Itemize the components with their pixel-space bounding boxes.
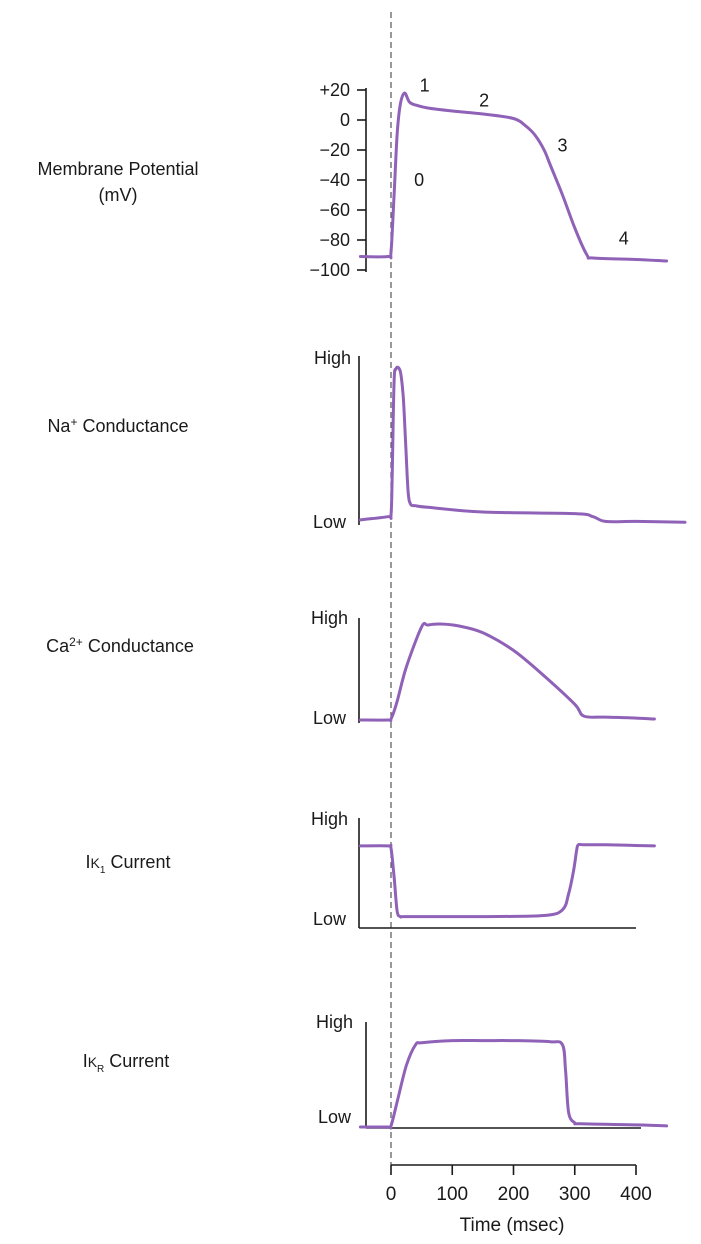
time-axis: 0 100 200 300 400 Time (msec) [386, 1164, 652, 1236]
ca-conductance-label: Ca2+ Conductance [46, 635, 194, 656]
phase-label: 1 [420, 76, 430, 96]
membrane-y-tick-label: −80 [319, 230, 350, 250]
ik1-high-label: High [311, 809, 348, 829]
ikr-high-label: High [316, 1012, 353, 1032]
time-axis-tick-label: 100 [436, 1184, 468, 1205]
membrane-y-tick-label: +20 [319, 80, 350, 100]
na-high-label: High [314, 348, 351, 368]
panel-na-conductance: Na+ Conductance High Low [47, 348, 687, 532]
time-axis-title: Time (msec) [460, 1215, 565, 1236]
time-axis-tick-label: 300 [559, 1184, 591, 1205]
panel-ikr-current: IKR Current High Low [83, 1012, 669, 1130]
time-axis-ticks: 0 100 200 300 400 [386, 1165, 652, 1205]
phase-label: 3 [557, 136, 567, 156]
panel-ik1-current: IK1 Current High Low [86, 809, 656, 929]
time-axis-tick-label: 400 [620, 1184, 652, 1205]
panel-membrane-potential: Membrane Potential (mV) +20 0 −20 −40 −60 −80… [37, 76, 669, 280]
ik1-label: IK1 Current [86, 852, 171, 876]
membrane-y-tick-label: −20 [319, 140, 350, 160]
na-conductance-label: Na+ Conductance [47, 415, 188, 436]
ca-conductance-line [358, 621, 656, 723]
ik1-low-label: Low [313, 909, 347, 929]
membrane-y-tick-label: −40 [319, 170, 350, 190]
membrane-y-tick-label: −100 [309, 260, 350, 280]
ikr-label: IKR Current [83, 1051, 170, 1075]
phase-label: 0 [414, 170, 424, 190]
na-low-label: Low [313, 512, 347, 532]
membrane-potential-line [358, 91, 669, 263]
phase-label: 2 [479, 91, 489, 111]
membrane-y-ticks: +20 0 −20 −40 −60 −80 −100 [309, 80, 366, 280]
membrane-phase-labels: 0 1 2 3 4 [414, 76, 629, 249]
membrane-label-line-1: Membrane Potential [37, 159, 198, 179]
panel-ca-conductance: Ca2+ Conductance High Low [46, 608, 656, 728]
membrane-label-line-2: (mV) [99, 185, 138, 205]
ik1-current-line [358, 842, 656, 919]
time-axis-tick-label: 200 [498, 1184, 530, 1205]
phase-label: 4 [619, 229, 629, 249]
time-axis-tick-label: 0 [386, 1184, 397, 1205]
membrane-y-tick-label: 0 [340, 110, 350, 130]
ca-low-label: Low [313, 708, 347, 728]
ca-high-label: High [311, 608, 348, 628]
ikr-low-label: Low [318, 1107, 352, 1127]
ikr-current-line [358, 1038, 669, 1130]
membrane-y-tick-label: −60 [319, 200, 350, 220]
na-conductance-line [358, 365, 687, 524]
